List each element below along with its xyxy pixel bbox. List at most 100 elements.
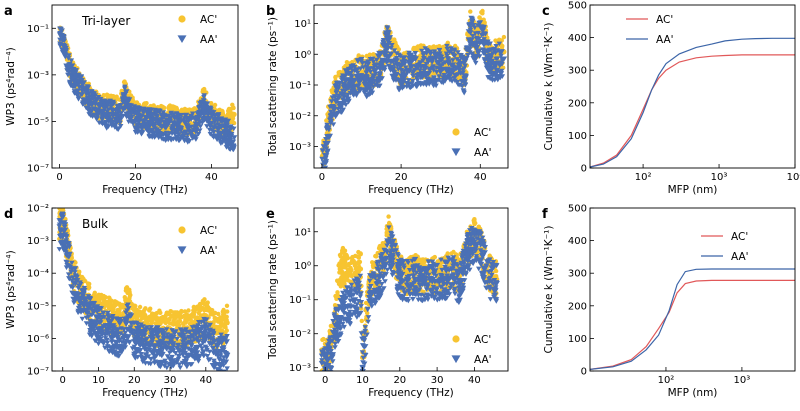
scatter-mark-a-1 <box>195 116 201 121</box>
scatter-mark-b-1 <box>324 122 330 128</box>
data-point-b-1 <box>413 65 421 72</box>
scatter-mark-a-0 <box>219 108 225 114</box>
scatter-mark-b-1 <box>325 125 332 131</box>
scatter-mark-b-1 <box>323 153 330 158</box>
scatter-mark-a-0 <box>184 108 189 113</box>
scatter-mark-d-1 <box>163 327 170 332</box>
panel-label-a: a <box>4 4 13 19</box>
data-point-b-1 <box>500 56 508 62</box>
scatter-mark-b-1 <box>455 72 461 77</box>
y-tick-label-c: 400 <box>568 33 587 44</box>
scatter-mark-a-1 <box>190 134 196 139</box>
scatter-mark-d-0 <box>92 296 97 301</box>
scatter-mark-d-0 <box>171 322 176 327</box>
scatter-mark-b-1 <box>400 80 406 86</box>
x-tick-label-a: 40 <box>205 172 218 183</box>
scatter-mark-d-0 <box>184 315 189 321</box>
scatter-mark-b-1 <box>454 57 460 62</box>
data-point-a-1 <box>71 79 78 85</box>
scatter-mark-a-1 <box>66 70 72 75</box>
scatter-mark-b-1 <box>485 64 491 69</box>
scatter-mark-b-0 <box>431 44 436 49</box>
scatter-mark-b-1 <box>423 51 430 56</box>
scatter-mark-b-1 <box>379 42 386 48</box>
scatter-mark-b-1 <box>382 48 389 54</box>
scatter-mark-a-1 <box>69 63 76 68</box>
scatter-mark-a-1 <box>172 116 178 122</box>
scatter-mark-b-1 <box>467 43 474 49</box>
scatter-mark-a-1 <box>61 34 67 40</box>
data-point-b-1 <box>453 65 460 72</box>
y-tick-label-c: 500 <box>568 1 587 12</box>
scatter-mark-a-1 <box>107 114 113 119</box>
scatter-mark-b-1 <box>443 74 449 80</box>
scatter-mark-d-0 <box>147 308 152 313</box>
data-point-b-1 <box>485 58 492 64</box>
scatter-mark-b-1 <box>481 57 488 62</box>
x-tick-label-b: 20 <box>395 172 408 183</box>
y-tick-label-c: 200 <box>568 98 587 109</box>
scatter-mark-b-0 <box>344 60 350 65</box>
scatter-mark-a-1 <box>90 96 96 101</box>
scatter-mark-b-1 <box>461 89 467 95</box>
scatter-mark-a-1 <box>170 112 177 118</box>
x-tick-label-b: 40 <box>474 172 487 183</box>
scatter-mark-a-1 <box>224 137 231 142</box>
scatter-mark-d-0 <box>177 322 182 328</box>
scatter-mark-b-1 <box>469 51 476 57</box>
scatter-mark-b-1 <box>354 70 361 76</box>
scatter-mark-b-1 <box>349 91 356 97</box>
scatter-mark-b-1 <box>472 25 478 31</box>
scatter-mark-a-1 <box>188 117 194 122</box>
scatter-mark-d-0 <box>191 304 196 310</box>
scatter-mark-a-1 <box>140 106 147 112</box>
data-point-b-1 <box>342 85 349 91</box>
scatter-mark-a-1 <box>149 128 155 134</box>
scatter-mark-a-0 <box>107 93 112 99</box>
data-point-b-1 <box>384 42 391 48</box>
scatter-mark-a-1 <box>178 134 184 140</box>
scatter-mark-b-1 <box>377 76 383 82</box>
legend-label-a: AC' <box>200 14 217 26</box>
scatter-mark-a-0 <box>229 119 234 125</box>
scatter-mark-a-1 <box>201 109 207 115</box>
scatter-mark-d-0 <box>191 308 196 313</box>
scatter-mark-b-1 <box>462 56 469 62</box>
scatter-mark-a-1 <box>161 115 167 120</box>
scatter-mark-b-1 <box>444 47 450 52</box>
scatter-mark-b-1 <box>433 70 440 75</box>
scatter-mark-b-1 <box>361 87 367 92</box>
scatter-mark-a-0 <box>211 105 217 110</box>
scatter-mark-b-0 <box>496 37 502 42</box>
scatter-mark-a-1 <box>77 75 84 81</box>
scatter-mark-b-1 <box>383 51 389 56</box>
data-point-a-1 <box>102 111 109 118</box>
scatter-mark-d-0 <box>163 316 169 321</box>
scatter-mark-a-1 <box>185 140 191 145</box>
scatter-mark-a-1 <box>69 77 75 83</box>
scatter-mark-d-0 <box>142 307 147 312</box>
scatter-mark-b-1 <box>397 54 403 59</box>
scatter-mark-b-1 <box>410 73 416 79</box>
scatter-mark-b-1 <box>427 50 433 56</box>
scatter-mark-b-0 <box>392 37 397 42</box>
scatter-mark-b-1 <box>450 69 456 74</box>
line-c-1 <box>590 37 795 168</box>
data-point-b-1 <box>390 58 397 64</box>
scatter-mark-a-1 <box>87 111 94 116</box>
scatter-mark-a-1 <box>134 112 140 118</box>
scatter-mark-b-1 <box>391 75 398 80</box>
data-point-a-1 <box>117 114 124 121</box>
data-point-a-1 <box>57 31 64 37</box>
scatter-mark-a-1 <box>200 118 207 123</box>
data-point-a-1 <box>215 125 223 132</box>
scatter-mark-a-1 <box>107 120 114 126</box>
scatter-mark-a-1 <box>223 126 229 132</box>
scatter-mark-a-1 <box>230 143 237 149</box>
scatter-mark-d-0 <box>196 306 201 311</box>
scatter-mark-a-1 <box>230 147 237 153</box>
scatter-mark-d-0 <box>104 300 110 305</box>
scatter-mark-d-0 <box>171 319 176 324</box>
scatter-mark-b-1 <box>323 143 329 148</box>
